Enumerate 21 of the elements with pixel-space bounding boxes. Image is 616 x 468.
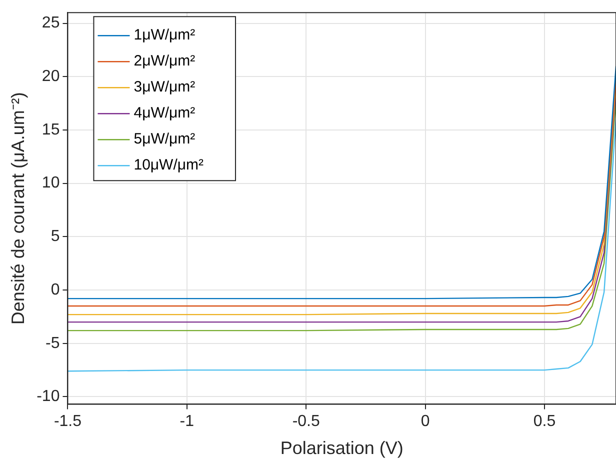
y-tick-label: 10	[42, 174, 60, 192]
y-tick-label: 0	[50, 281, 60, 298]
legend-label: 4μW/μm²	[134, 104, 196, 122]
x-tick-label: -1.5	[54, 413, 82, 430]
y-axis-title: Densité de courant (μA.um⁻²)	[8, 92, 28, 325]
legend-label: 10μW/μm²	[134, 156, 204, 174]
y-tick-label: -5	[45, 334, 60, 352]
x-tick-label: -0.5	[292, 413, 320, 430]
legend-label: 1μW/μm²	[134, 26, 196, 44]
y-tick-label: -10	[36, 388, 60, 406]
legend-label: 5μW/μm²	[134, 130, 196, 148]
y-tick-label: 15	[42, 121, 60, 138]
legend-label: 2μW/μm²	[134, 52, 196, 70]
x-tick-label: 0	[420, 413, 430, 430]
x-tick-label: -1	[180, 413, 194, 430]
y-tick-label: 5	[50, 228, 60, 246]
x-axis-title: Polarisation (V)	[280, 438, 404, 458]
x-tick-label: 0.5	[533, 413, 556, 430]
legend-label: 3μW/μm²	[134, 78, 196, 96]
y-tick-label: 25	[42, 14, 60, 32]
y-tick-label: 20	[42, 68, 60, 86]
